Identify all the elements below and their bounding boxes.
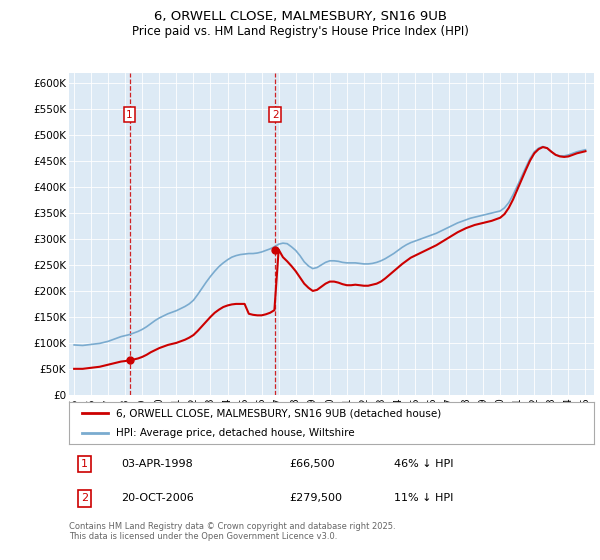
Text: £279,500: £279,500 (290, 493, 343, 503)
Text: 1: 1 (81, 459, 88, 469)
Text: 20-OCT-2006: 20-OCT-2006 (121, 493, 194, 503)
Text: 6, ORWELL CLOSE, MALMESBURY, SN16 9UB: 6, ORWELL CLOSE, MALMESBURY, SN16 9UB (154, 10, 446, 23)
Text: Price paid vs. HM Land Registry's House Price Index (HPI): Price paid vs. HM Land Registry's House … (131, 25, 469, 38)
Text: 1: 1 (126, 110, 133, 120)
Text: HPI: Average price, detached house, Wiltshire: HPI: Average price, detached house, Wilt… (116, 428, 355, 438)
Text: 11% ↓ HPI: 11% ↓ HPI (395, 493, 454, 503)
Text: 2: 2 (81, 493, 88, 503)
Text: 6, ORWELL CLOSE, MALMESBURY, SN16 9UB (detached house): 6, ORWELL CLOSE, MALMESBURY, SN16 9UB (d… (116, 408, 442, 418)
Text: £66,500: £66,500 (290, 459, 335, 469)
Text: 03-APR-1998: 03-APR-1998 (121, 459, 193, 469)
Text: 46% ↓ HPI: 46% ↓ HPI (395, 459, 454, 469)
Text: Contains HM Land Registry data © Crown copyright and database right 2025.
This d: Contains HM Land Registry data © Crown c… (69, 522, 395, 542)
Text: 2: 2 (272, 110, 278, 120)
